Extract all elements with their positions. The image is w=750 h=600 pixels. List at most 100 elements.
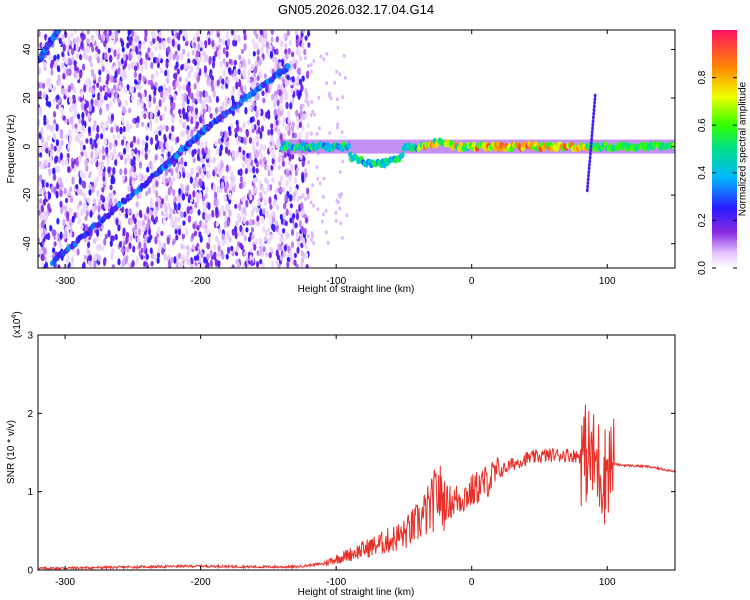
- heatmap-cell: [63, 187, 67, 195]
- heatmap-cell: [118, 240, 123, 248]
- heatmap-cell: [592, 111, 596, 116]
- heatmap-cell: [84, 151, 88, 158]
- heatmap-cell: [121, 139, 125, 146]
- heatmap-cell: [253, 30, 257, 36]
- heatmap-cell: [81, 125, 86, 133]
- heatmap-cell: [196, 65, 200, 73]
- heatmap-cell: [258, 237, 262, 246]
- heatmap-cell: [136, 236, 140, 243]
- heatmap-cell: [216, 32, 220, 38]
- heatmap-cell: [234, 231, 238, 240]
- heatmap-cell: [282, 186, 286, 194]
- heatmap-cell: [190, 167, 194, 176]
- snr-x-ticks: -300 -200 -100 0 100: [55, 335, 616, 588]
- heatmap-cell: [193, 230, 197, 237]
- heatmap-cell: [96, 228, 100, 237]
- heatmap-cell: [243, 136, 247, 145]
- heatmap-cell: [180, 253, 184, 262]
- heatmap-cell: [149, 209, 153, 216]
- heatmap-cell: [206, 242, 210, 250]
- heatmap-cell: [302, 237, 306, 246]
- heatmap-cell: [69, 186, 73, 193]
- heatmap-cell: [588, 155, 592, 160]
- heatmap-cell: [198, 192, 202, 199]
- heatmap-cell: [96, 56, 100, 64]
- heatmap-cell: [97, 92, 101, 101]
- heatmap-cell: [96, 243, 100, 252]
- heatmap-cell: [253, 77, 257, 84]
- heatmap-cell: [92, 197, 96, 205]
- heatmap-cell: [303, 48, 307, 56]
- heatmap-cell: [129, 235, 133, 242]
- heatmap-cell: [216, 147, 220, 156]
- x-tick-label: -200: [191, 276, 211, 287]
- heatmap-cell: [245, 220, 249, 226]
- heatmap-cell: [339, 221, 343, 226]
- heatmap-cell: [301, 75, 305, 82]
- heatmap-cell: [73, 112, 77, 119]
- heatmap-cell: [149, 247, 153, 254]
- heatmap-cell: [204, 193, 208, 200]
- heatmap-cell: [124, 157, 128, 165]
- heatmap-cell: [92, 205, 96, 214]
- heatmap-cell: [329, 96, 333, 101]
- heatmap-cell: [177, 252, 182, 260]
- heatmap-cell: [289, 102, 293, 110]
- heatmap-cell: [44, 159, 49, 167]
- heatmap-cell: [216, 186, 220, 193]
- heatmap-cell: [228, 209, 232, 217]
- heatmap-cell: [191, 232, 195, 239]
- heatmap-cell: [49, 156, 53, 163]
- heatmap-cell: [47, 232, 51, 241]
- heatmap-cell: [255, 260, 260, 268]
- heatmap-cell: [135, 122, 139, 129]
- heatmap-cell: [71, 122, 75, 131]
- heatmap-cell: [304, 35, 308, 41]
- heatmap-cell: [121, 174, 126, 181]
- heatmap-cell: [91, 87, 95, 96]
- heatmap-cell: [239, 168, 243, 177]
- heatmap-cell: [194, 202, 198, 209]
- heatmap-cell: [154, 45, 158, 52]
- heatmap-cell: [67, 142, 71, 151]
- heatmap-cell: [146, 166, 150, 173]
- heatmap-cell: [86, 77, 91, 83]
- heatmap-cell: [220, 205, 225, 213]
- heatmap-cell: [309, 63, 313, 67]
- heatmap-cell: [42, 212, 46, 221]
- heatmap-cell: [279, 235, 283, 244]
- heatmap-cell: [52, 132, 57, 140]
- heatmap-cell: [252, 144, 256, 152]
- heatmap-cell: [312, 203, 315, 208]
- heatmap-cell: [313, 112, 316, 117]
- heatmap-cell: [166, 236, 170, 245]
- heatmap-cell: [75, 52, 79, 59]
- heatmap-cell: [148, 101, 152, 108]
- heatmap-cell: [304, 99, 308, 104]
- heatmap-cell: [273, 198, 277, 205]
- heatmap-cell: [149, 197, 153, 205]
- heatmap-cell: [42, 247, 47, 256]
- heatmap-cell: [275, 141, 279, 148]
- heatmap-cell: [214, 139, 218, 147]
- heatmap-cell: [237, 213, 241, 222]
- heatmap-cell: [236, 262, 240, 268]
- heatmap-cell: [116, 97, 121, 104]
- heatmap-cell: [62, 72, 66, 80]
- heatmap-cell: [82, 63, 86, 71]
- heatmap-cell: [142, 224, 146, 232]
- heatmap-cell: [301, 125, 305, 132]
- heatmap-cell: [114, 233, 118, 241]
- heatmap-cell: [156, 251, 161, 259]
- heatmap-cell: [285, 101, 289, 110]
- heatmap-cell: [336, 122, 339, 127]
- heatmap-cell: [209, 259, 213, 266]
- heatmap-cell: [56, 217, 60, 225]
- heatmap-cell: [183, 256, 187, 264]
- heatmap-cell: [191, 149, 195, 158]
- heatmap-cell: [70, 32, 74, 38]
- heatmap-cell: [49, 150, 54, 159]
- heatmap-cell: [198, 57, 202, 64]
- heatmap-cell: [296, 75, 300, 83]
- heatmap-cell: [154, 111, 158, 118]
